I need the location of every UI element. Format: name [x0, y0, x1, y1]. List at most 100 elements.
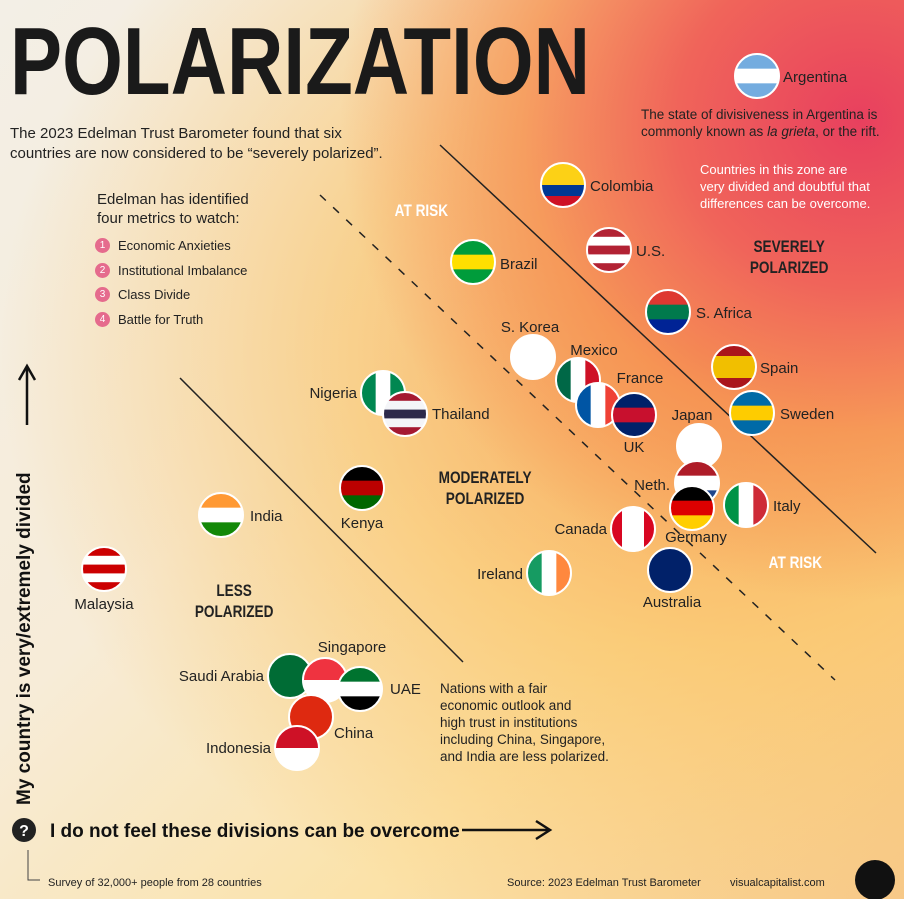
note-line: differences can be overcome.	[700, 196, 871, 211]
flag	[610, 506, 656, 552]
zone-line: POLARIZED	[194, 602, 274, 621]
country-label: UAE	[390, 681, 421, 698]
metric: 4 Battle for Truth	[95, 311, 203, 327]
flag-stripe	[712, 345, 756, 357]
flag	[723, 482, 769, 528]
flag-border	[586, 227, 632, 273]
note-line: including China, Singapore,	[440, 732, 606, 747]
note-text: commonly known as	[641, 124, 768, 139]
flag-stripe	[738, 483, 754, 527]
question-icon	[12, 818, 36, 842]
flag	[337, 666, 383, 712]
zone-label: AT RISK	[768, 553, 823, 572]
x-axis-label: I do not feel these divisions can be ove…	[50, 821, 460, 842]
flag-border	[729, 390, 775, 436]
flag-stripe	[644, 507, 655, 551]
zone-line: LESS	[216, 581, 252, 600]
flag-stripe	[383, 392, 427, 402]
flag	[81, 546, 127, 592]
flag	[647, 547, 693, 593]
country-label: S. Africa	[696, 305, 753, 322]
zone-line: MODERATELY	[438, 468, 532, 487]
flag-stripe	[587, 245, 631, 255]
y-axis-label: My country is very/extremely divided	[14, 472, 35, 805]
country-label: Australia	[643, 594, 702, 611]
country-label: Brazil	[500, 256, 538, 273]
country-label: Indonesia	[206, 740, 272, 757]
flag-stripe	[730, 405, 774, 421]
metric-label: Institutional Imbalance	[118, 262, 248, 278]
flag-stripe	[541, 174, 585, 186]
less-note: Nations with a fair economic outlook and h…	[440, 680, 609, 765]
country-label: Sweden	[780, 406, 834, 423]
metric: 1 Economic Anxieties	[95, 238, 231, 253]
flag-border	[198, 492, 244, 538]
flag-stripe	[511, 335, 555, 379]
flag	[526, 550, 572, 596]
flag-stripe	[82, 547, 126, 557]
title: POLARIZATION	[10, 8, 590, 115]
metric: 3 Class Divide	[95, 287, 190, 302]
zone-line: POLARIZED	[445, 489, 525, 508]
flag-stripe	[590, 383, 606, 427]
x-arrow-head	[535, 819, 553, 841]
flag-stripe	[735, 68, 779, 84]
flag	[575, 382, 621, 428]
flag-stripe	[587, 263, 631, 272]
flag-stripe	[82, 582, 126, 591]
flag-stripe	[648, 548, 692, 592]
metric-number: 3	[95, 287, 110, 302]
country-label: Ireland	[477, 566, 523, 583]
note-text: , or the rift.	[815, 124, 880, 139]
flag-border	[723, 482, 769, 528]
zone-label: MODERATELY POLARIZED	[439, 467, 532, 509]
country-label: Saudi Arabia	[179, 668, 265, 685]
footer-site: visualcapitalist.com	[730, 877, 825, 889]
flag-stripe	[712, 378, 756, 389]
flag-stripe	[199, 507, 243, 523]
metric-number: 2	[95, 262, 110, 278]
country-label: Spain	[760, 360, 798, 377]
flag	[382, 391, 428, 437]
flag	[729, 390, 775, 436]
flag-border	[669, 485, 715, 531]
note-line: economic outlook and	[440, 698, 572, 713]
footer-survey: Survey of 32,000+ people from 28 countri…	[48, 877, 262, 889]
flag	[711, 344, 757, 390]
flag-stripe	[338, 681, 382, 697]
flag-stripe	[303, 658, 347, 681]
flag	[734, 53, 780, 99]
flag-stripe	[82, 555, 126, 566]
flag	[510, 334, 556, 380]
country-label: Canada	[554, 521, 607, 538]
note-line: and India are less polarized.	[440, 749, 609, 764]
flag-stripe	[82, 564, 126, 574]
flag-stripe	[587, 228, 631, 238]
metrics-heading: Edelman has identified four metrics to wa…	[97, 190, 249, 228]
flag-border	[450, 239, 496, 285]
note-line: Countries in this zone are	[700, 162, 848, 177]
flag-border	[337, 666, 383, 712]
intro-line: The 2023 Edelman Trust Barometer found t…	[10, 125, 342, 142]
flag-stripe	[275, 726, 319, 749]
flag-border	[382, 391, 428, 437]
metric-label: Class Divide	[118, 287, 191, 302]
flag-stripe	[383, 400, 427, 411]
country-label: Colombia	[590, 178, 654, 195]
country-label: Mexico	[570, 342, 618, 359]
flag-stripe	[383, 409, 427, 419]
flag-stripe	[646, 304, 690, 320]
flag	[450, 239, 496, 285]
country-label: Italy	[773, 498, 801, 515]
flag-border	[510, 334, 556, 380]
flag-stripe	[275, 748, 319, 770]
zone-label: LESS POLARIZED	[195, 580, 274, 622]
flag-stripe	[383, 418, 427, 428]
flag	[669, 485, 715, 531]
note-line: commonly known as la grieta, or the rift…	[641, 123, 880, 140]
flag	[645, 289, 691, 335]
heading-line: Edelman has identified	[97, 191, 249, 208]
flag	[339, 465, 385, 511]
flag-border	[339, 465, 385, 511]
